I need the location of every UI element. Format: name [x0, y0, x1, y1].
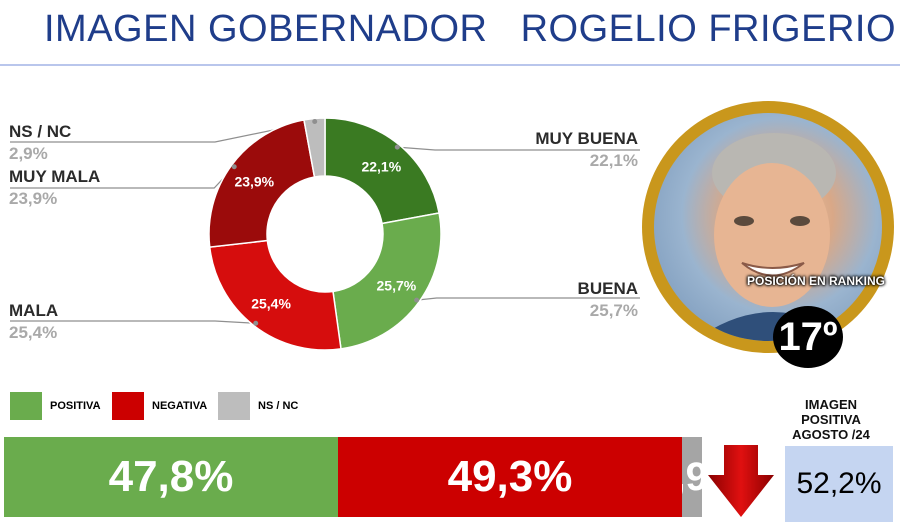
slice-value-label: 22,1% [361, 158, 401, 174]
legend-label: NS / NC [258, 400, 299, 412]
governor-photo [654, 113, 882, 341]
callout-label: NS / NC [9, 122, 72, 141]
legend-swatch [112, 392, 144, 420]
slice-value-label: 25,7% [377, 278, 417, 294]
donut-slice-buena [332, 212, 442, 350]
legend-positiva: POSITIVA [10, 392, 101, 420]
legend-swatch [218, 392, 250, 420]
callout-value: 22,1% [589, 151, 638, 170]
slice-value-label: 23,9% [234, 174, 274, 190]
callout-label: MALA [9, 301, 59, 320]
leader-dot [414, 297, 420, 303]
portrait-illustration [694, 133, 854, 341]
leader-dot [231, 164, 237, 170]
bar-value-label: 47,8% [108, 452, 234, 501]
callout-ns-nc: NS / NC 2,9% [9, 121, 71, 165]
legend-swatch [10, 392, 42, 420]
donut-slice-muy-buena [324, 117, 440, 225]
leader-line [10, 320, 256, 324]
callout-value: 2,9% [9, 144, 48, 163]
bar-value-label: 2,9 [682, 454, 702, 499]
donut-slice-muy-mala [208, 119, 316, 248]
leader-dot [312, 118, 318, 124]
legend-label: NEGATIVA [152, 400, 208, 412]
bar-segment-positiva: 47,8% [4, 437, 338, 517]
callout-muy-mala: MUY MALA 23,9% [9, 166, 100, 210]
leader-dot [253, 320, 259, 326]
legend-label: POSITIVA [50, 400, 101, 412]
bar-segment-ns-nc: 2,9 [682, 437, 702, 517]
donut-slice-mala [208, 239, 342, 351]
legend-negativa: NEGATIVA [112, 392, 207, 420]
callout-value: 23,9% [9, 189, 58, 208]
summary-bar: 47,8% 49,3% 2,9 [4, 437, 702, 517]
reference-value: 52,2% [785, 446, 893, 522]
callout-buena: BUENA 25,7% [578, 278, 638, 322]
callout-label: MUY BUENA [535, 129, 638, 148]
callout-value: 25,7% [589, 301, 638, 320]
callout-mala: MALA 25,4% [9, 300, 58, 344]
ranking-badge: 17º [773, 306, 843, 368]
reference-title: IMAGEN POSITIVA AGOSTO /24 [792, 397, 870, 442]
ranking-label: POSICIÓN EN RANKING [746, 274, 885, 288]
leader-line [397, 146, 640, 151]
callout-value: 25,4% [9, 323, 58, 342]
bar-value-label: 49,3% [447, 452, 573, 501]
title-divider [0, 64, 900, 66]
leader-line [416, 297, 640, 301]
donut-slice-ns-nc [303, 117, 326, 178]
callout-muy-buena: MUY BUENA 22,1% [535, 128, 638, 172]
callout-label: BUENA [577, 279, 638, 298]
callout-label: MUY MALA [9, 167, 101, 186]
leader-dot [394, 144, 400, 150]
slice-value-label: 25,4% [251, 296, 291, 312]
legend-ns-nc: NS / NC [218, 392, 298, 420]
bar-segment-negativa: 49,3% [338, 437, 682, 517]
down-arrow-icon [708, 445, 774, 517]
page-title: IMAGEN GOBERNADOR ROGELIO FRIGERIO [44, 8, 896, 50]
